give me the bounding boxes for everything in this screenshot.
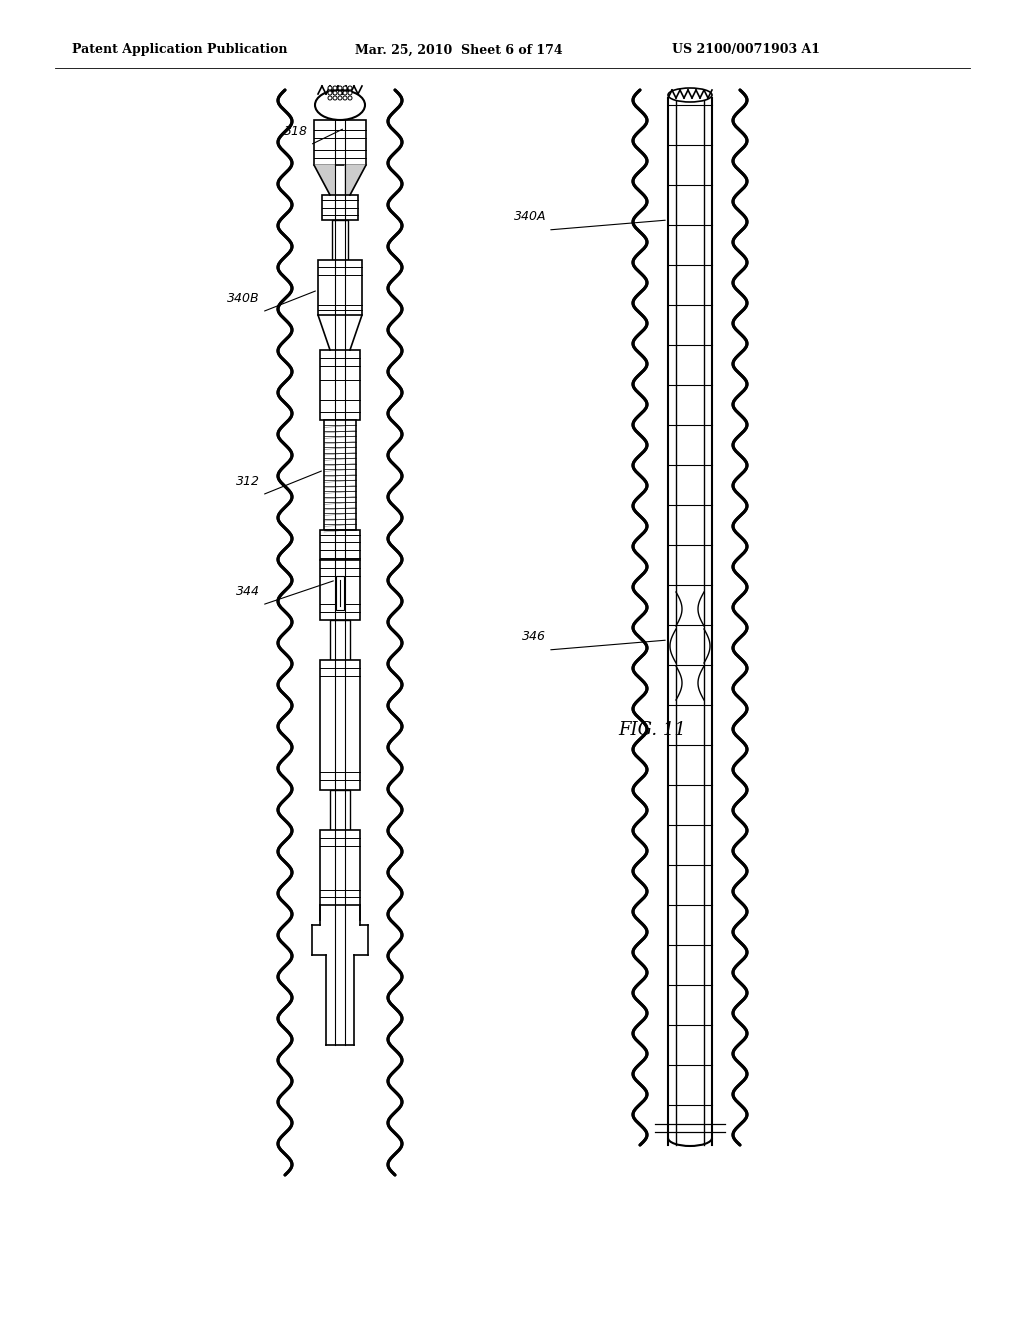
Bar [336,576,344,610]
Bar [330,620,350,660]
Circle shape [333,91,337,95]
Bar [319,660,360,789]
Bar [319,830,360,906]
Bar [332,220,348,260]
Text: 318: 318 [284,125,308,139]
Text: Mar. 25, 2010  Sheet 6 of 174: Mar. 25, 2010 Sheet 6 of 174 [355,44,562,57]
Circle shape [338,91,342,95]
Bar [314,120,366,165]
Text: 312: 312 [236,475,260,488]
Bar [324,420,356,531]
Text: Patent Application Publication: Patent Application Publication [72,44,288,57]
Circle shape [343,96,347,100]
Bar [322,195,358,220]
Bar [319,531,360,560]
Bar [330,789,350,830]
Text: US 2100/0071903 A1: US 2100/0071903 A1 [672,44,820,57]
Circle shape [348,91,352,95]
Bar [318,260,362,315]
Text: 340B: 340B [227,292,260,305]
Circle shape [328,96,332,100]
Polygon shape [314,165,335,195]
Circle shape [348,86,352,90]
Bar [319,350,360,420]
Circle shape [333,86,337,90]
Circle shape [348,96,352,100]
Text: 346: 346 [522,630,546,643]
Circle shape [338,96,342,100]
Polygon shape [345,165,366,195]
Circle shape [343,86,347,90]
Bar [319,560,360,620]
Circle shape [333,96,337,100]
Ellipse shape [668,88,712,102]
Text: 340A: 340A [513,210,546,223]
Text: FIG. 11: FIG. 11 [618,721,686,739]
Circle shape [343,91,347,95]
Text: 344: 344 [236,585,260,598]
Ellipse shape [315,90,365,120]
Circle shape [328,91,332,95]
Circle shape [328,86,332,90]
Circle shape [338,86,342,90]
